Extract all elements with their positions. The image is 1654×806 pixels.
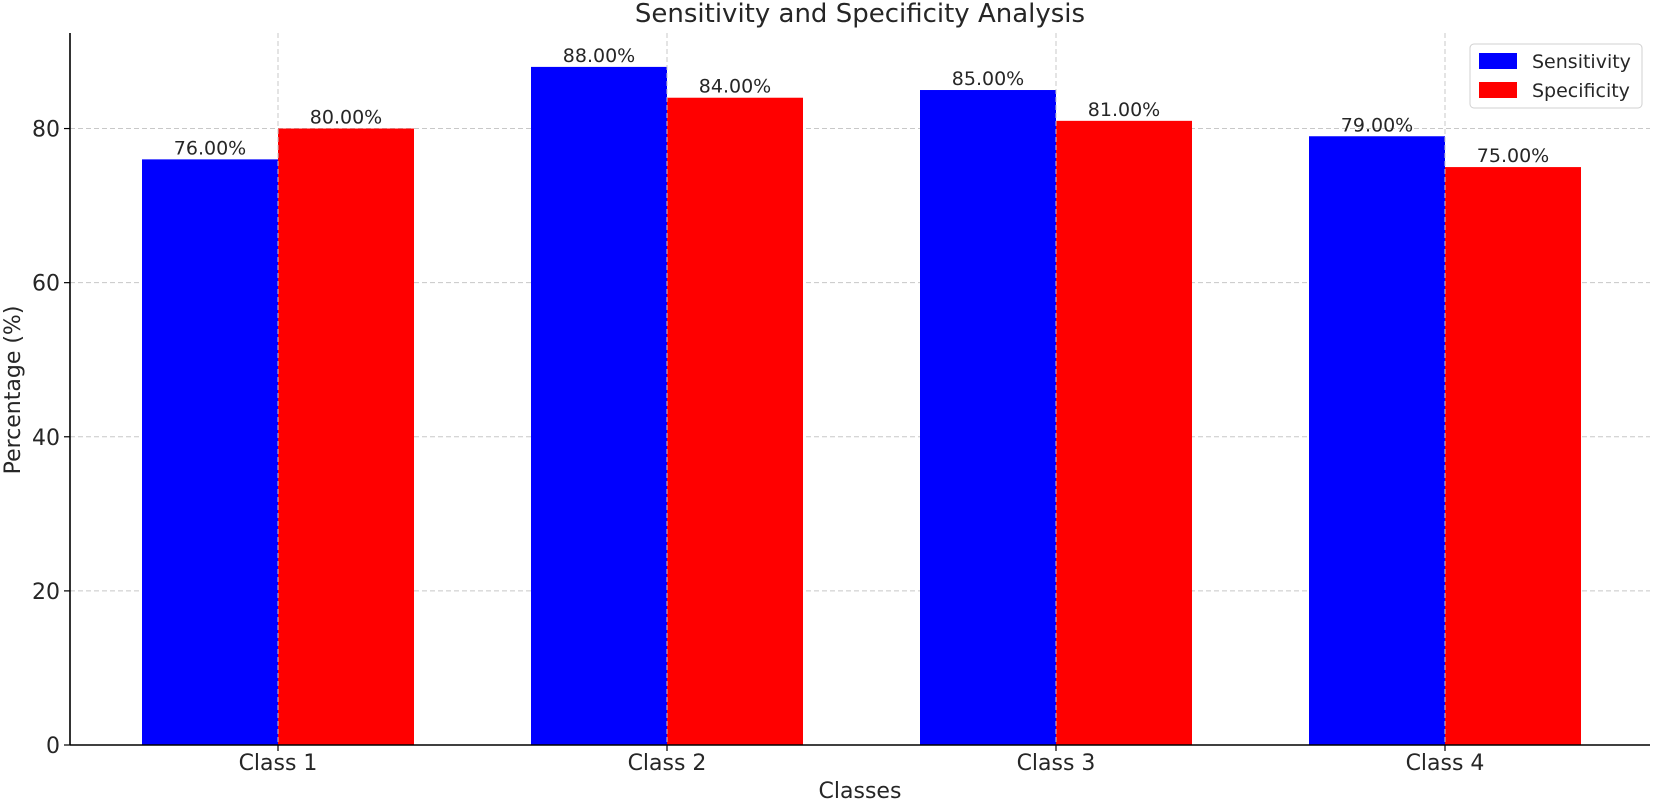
y-axis-label: Percentage (%) [1, 306, 26, 475]
legend-label-specificity: Specificity [1532, 80, 1630, 102]
x-tick-label: Class 2 [628, 751, 707, 776]
legend-swatch-sensitivity [1479, 53, 1517, 69]
legend-swatch-specificity [1479, 82, 1517, 98]
bar-sensitivity-class-4 [1309, 136, 1445, 745]
y-tick-label: 20 [32, 580, 60, 605]
legend-label-sensitivity: Sensitivity [1532, 51, 1631, 73]
data-label: 75.00% [1477, 145, 1549, 167]
y-tick-label: 0 [46, 734, 60, 759]
data-label: 80.00% [310, 107, 382, 129]
bar-specificity-class-4 [1445, 167, 1581, 745]
bar-specificity-class-3 [1056, 120, 1192, 745]
bar-sensitivity-class-1 [142, 159, 278, 745]
data-labels: 76.00% 88.00% 85.00% 79.00% 80.00% 84.00% 81.0… [174, 45, 1549, 167]
bar-specificity-class-2 [667, 97, 803, 745]
bar-sensitivity-class-3 [920, 90, 1056, 745]
y-tick-label: 80 [32, 118, 60, 143]
data-label: 88.00% [563, 45, 635, 67]
data-label: 85.00% [952, 68, 1024, 90]
y-tick-label: 40 [32, 426, 60, 451]
bar-specificity-class-1 [278, 128, 414, 745]
vertical-grid [277, 33, 1446, 745]
legend: Sensitivity Specificity [1469, 43, 1643, 109]
data-label: 76.00% [174, 137, 246, 159]
axes: 0 20 40 60 80 Class 1 Class 2 Class 3 Class 4 [32, 33, 1650, 776]
x-axis-label: Classes [819, 779, 902, 802]
data-label: 79.00% [1341, 114, 1413, 136]
bar-sensitivity-class-2 [531, 66, 667, 745]
data-label: 84.00% [699, 76, 771, 98]
x-tick-label: Class 1 [239, 751, 318, 776]
x-tick-label: Class 3 [1017, 751, 1096, 776]
x-tick-label: Class 4 [1406, 751, 1485, 776]
bars [142, 66, 1581, 745]
data-label: 81.00% [1088, 99, 1160, 121]
chart-title: Sensitivity and Specificity Analysis [635, 0, 1085, 29]
y-tick-label: 60 [32, 272, 60, 297]
